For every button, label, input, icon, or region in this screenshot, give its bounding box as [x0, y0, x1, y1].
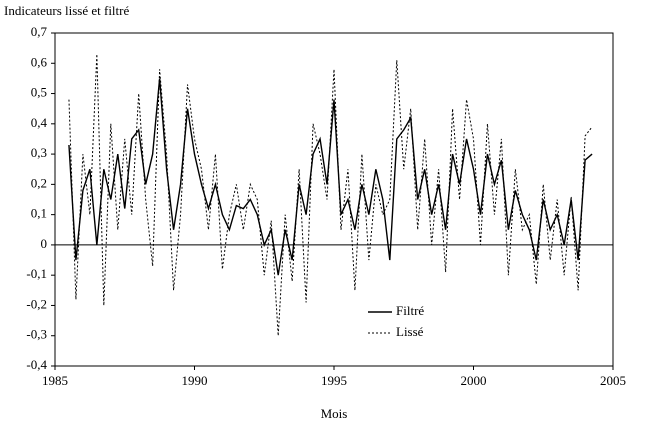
chart-title: Indicateurs lissé et filtré	[4, 3, 129, 18]
series-line	[68, 54, 593, 336]
x-tick-label: 1995	[321, 373, 347, 388]
y-tick-label: 0,3	[31, 145, 47, 160]
y-tick-label: -0,3	[26, 327, 47, 342]
y-tick-label: 0,5	[31, 85, 47, 100]
x-tick-label: 2005	[600, 373, 626, 388]
y-tick-label: -0,2	[26, 296, 47, 311]
plot-frame	[54, 32, 614, 367]
series-line	[68, 78, 593, 276]
y-tick-label: -0,1	[26, 266, 47, 281]
y-tick-label: 0,2	[31, 175, 47, 190]
x-tick-label: 1985	[42, 373, 68, 388]
y-tick-label: 0,4	[31, 115, 48, 130]
y-tick-label: 0,6	[31, 54, 48, 69]
y-tick-label: 0	[41, 236, 48, 251]
x-tick-label: 2000	[461, 373, 487, 388]
y-tick-label: -0,4	[26, 357, 47, 372]
legend-label: Lissé	[396, 324, 424, 339]
y-tick-label: 0,1	[31, 206, 47, 221]
x-axis-label: Mois	[321, 406, 348, 421]
x-tick-label: 1990	[182, 373, 208, 388]
legend-label: Filtré	[396, 303, 424, 318]
y-tick-label: 0,7	[31, 24, 48, 39]
